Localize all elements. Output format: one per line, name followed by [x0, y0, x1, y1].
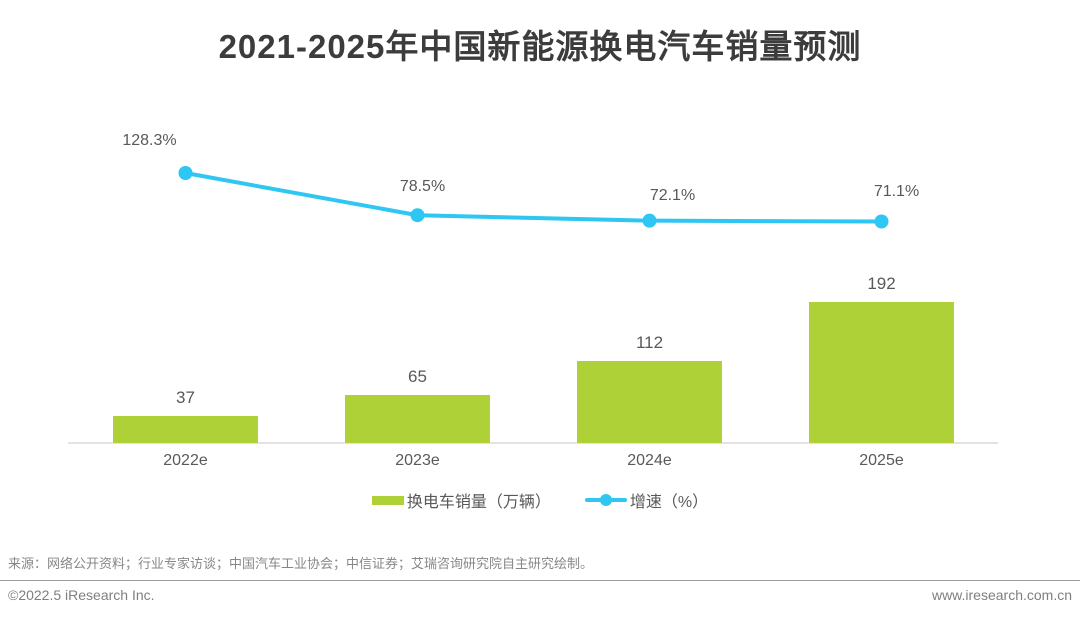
legend: 换电车销量（万辆） 增速（%） [0, 488, 1080, 512]
legend-label-sales: 换电车销量（万辆） [406, 494, 551, 511]
x-axis-label-2025e: 2025e [859, 452, 904, 469]
line-point-2024e [642, 213, 657, 228]
line-series-marker-icon [584, 494, 627, 506]
growth-value-label: 71.1% [873, 182, 920, 200]
bar-value-label: 192 [867, 274, 896, 293]
source-note: 来源：网络公开资料；行业专家访谈；中国汽车工业协会；中信证券；艾瑞咨询研究院自主… [8, 556, 594, 571]
bar-series-swatch-icon [371, 495, 404, 505]
plot-area: 37 2022e 65 2023e 112 2024e 192 2025e 128.3% 78.5… [68, 100, 998, 469]
footer-copyright: ©2022.5 iResearch Inc. [8, 587, 155, 603]
growth-line [183, 171, 884, 224]
bar-value-label: 112 [635, 332, 664, 352]
footer-website: www.iresearch.com.cn [931, 587, 1072, 603]
growth-value-label: 128.3% [122, 132, 177, 149]
bar-2023e [345, 395, 490, 443]
footer-divider [0, 580, 1080, 581]
legend-label-growth: 增速（%） [629, 494, 709, 511]
growth-value-label: 72.1% [649, 186, 696, 204]
bar-2022e [113, 415, 258, 443]
x-axis-line [68, 442, 998, 444]
line-series-dot-icon [599, 494, 612, 506]
bar-2025e [809, 302, 954, 443]
line-point-2025e [874, 214, 889, 229]
chart-title: 2021-2025年中国新能源换电汽车销量预测 [218, 28, 862, 65]
line-point-2022e [178, 166, 193, 181]
legend-item-sales: 换电车销量（万辆） [371, 488, 551, 512]
line-point-2023e [410, 208, 425, 223]
legend-item-growth: 增速（%） [584, 488, 709, 512]
x-axis-label-2023e: 2023e [395, 452, 440, 469]
bar-value-label: 65 [408, 367, 427, 387]
growth-value-label: 78.5% [399, 178, 446, 196]
x-axis-label-2022e: 2022e [163, 452, 208, 469]
x-axis-label-2024e: 2024e [627, 452, 672, 469]
bar-2024e [577, 360, 722, 443]
bar-value-label: 37 [176, 387, 195, 407]
growth-line-chart [178, 166, 889, 229]
